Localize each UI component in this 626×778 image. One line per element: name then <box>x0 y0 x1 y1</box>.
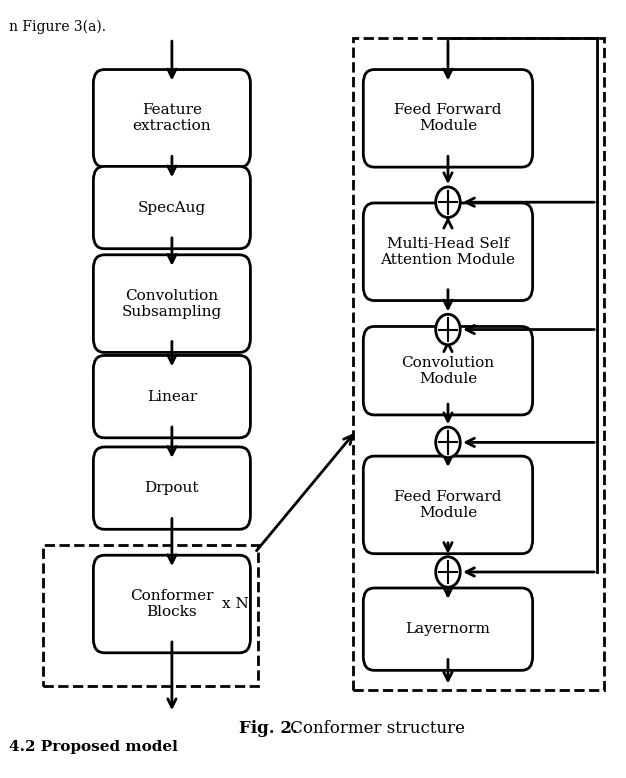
FancyBboxPatch shape <box>93 255 250 352</box>
Text: x N: x N <box>222 597 249 611</box>
Text: Drpout: Drpout <box>145 481 199 495</box>
FancyBboxPatch shape <box>93 447 250 529</box>
FancyBboxPatch shape <box>93 356 250 438</box>
Text: Feed Forward
Module: Feed Forward Module <box>394 490 501 520</box>
Text: Linear: Linear <box>146 390 197 404</box>
FancyBboxPatch shape <box>363 456 533 554</box>
Circle shape <box>436 427 460 457</box>
Circle shape <box>436 314 460 345</box>
Text: n Figure 3(a).: n Figure 3(a). <box>9 19 106 33</box>
Text: Feed Forward
Module: Feed Forward Module <box>394 103 501 134</box>
Text: Multi-Head Self
Attention Module: Multi-Head Self Attention Module <box>381 237 515 267</box>
FancyBboxPatch shape <box>363 327 533 415</box>
FancyBboxPatch shape <box>93 166 250 249</box>
Circle shape <box>436 557 460 587</box>
Text: Conformer structure: Conformer structure <box>285 720 465 737</box>
FancyBboxPatch shape <box>93 555 250 653</box>
Text: Convolution
Module: Convolution Module <box>401 356 495 386</box>
Text: Convolution
Subsampling: Convolution Subsampling <box>122 289 222 319</box>
Text: 4.2 Proposed model: 4.2 Proposed model <box>9 741 178 755</box>
FancyBboxPatch shape <box>93 69 250 167</box>
FancyBboxPatch shape <box>363 203 533 300</box>
Text: Conformer
Blocks: Conformer Blocks <box>130 589 213 619</box>
Text: Fig. 2.: Fig. 2. <box>239 720 298 737</box>
Text: Layernorm: Layernorm <box>406 622 490 636</box>
FancyBboxPatch shape <box>363 588 533 671</box>
Circle shape <box>436 187 460 217</box>
Text: SpecAug: SpecAug <box>138 201 206 215</box>
FancyBboxPatch shape <box>363 69 533 167</box>
Text: Feature
extraction: Feature extraction <box>133 103 211 134</box>
